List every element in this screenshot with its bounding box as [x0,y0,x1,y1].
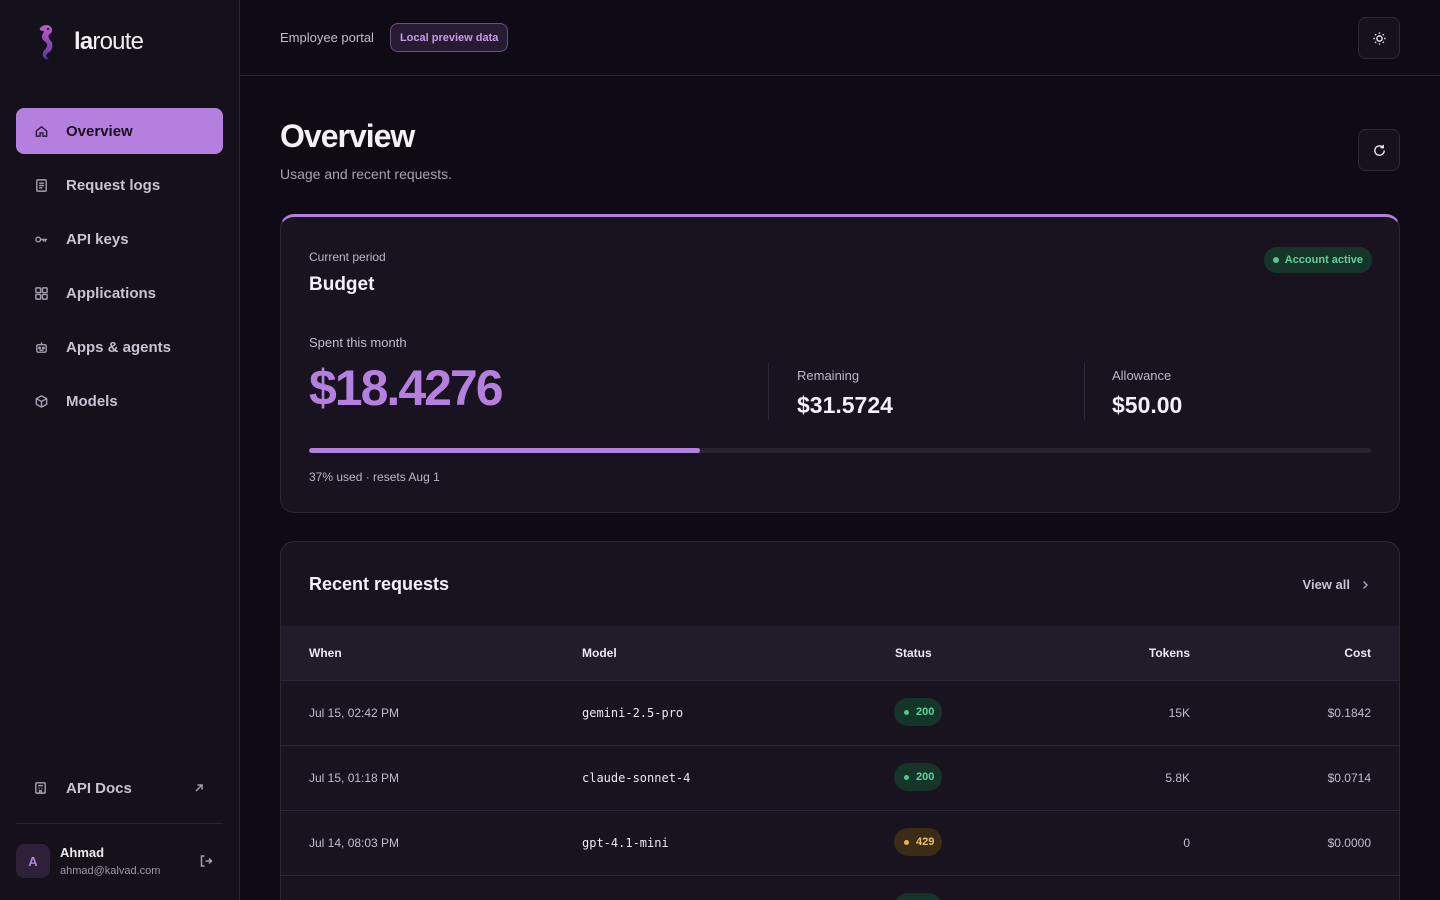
cell-when: Jul 14, 08:03 PM [309,836,400,850]
cell-cost: $0.0000 [1327,836,1371,850]
status-badge: Account active [1263,247,1372,273]
sun-icon [1372,31,1386,45]
cell-model: gpt-4.1-mini [582,836,669,850]
status-badge [894,893,942,900]
theme-toggle-button[interactable] [1358,17,1400,59]
sidebar-divider [16,823,223,824]
spent-label: Spent this month [309,335,407,350]
sidebar-item-label: Request logs [66,176,161,194]
stat-divider [768,363,769,420]
grid-icon [33,285,49,301]
status-badge: 429 [894,828,943,856]
preview-data-badge: Local preview data [389,23,509,52]
refresh-button[interactable] [1358,129,1400,171]
cell-model: claude-sonnet-4 [582,771,691,785]
view-all-link[interactable]: View all [1303,577,1371,592]
key-icon [33,231,49,247]
sidebar: laroute Overview Request logs API keys A… [0,0,240,900]
sidebar-item-overview[interactable]: Overview [16,108,223,154]
cell-tokens: 5.8K [1165,771,1190,785]
column-header-status[interactable]: Status [895,646,932,660]
sidebar-item-label: API keys [66,230,129,248]
chevron-right-icon [1362,580,1369,589]
cell-cost: $0.0714 [1327,771,1371,785]
document-icon [33,177,49,193]
column-header-tokens[interactable]: Tokens [1148,646,1190,660]
cell-tokens: 0 [1183,836,1190,850]
page-subtitle: Usage and recent requests. [280,166,452,182]
cell-cost: $0.1842 [1327,706,1371,720]
budget-card: Current period Budget Account active Spe… [280,214,1400,513]
sidebar-item-applications[interactable]: Applications [16,270,223,316]
user-info: Ahmad ahmad@kalvad.com [60,845,160,877]
sidebar-item-label: Models [66,392,118,410]
table-row[interactable] [281,876,1399,900]
user-profile: A Ahmad ahmad@kalvad.com [16,843,223,879]
table-header: When Model Status Tokens Cost [281,626,1399,681]
sidebar-item-request-logs[interactable]: Request logs [16,162,223,208]
table-row[interactable]: Jul 15, 02:42 PM gemini-2.5-pro 200 15K … [281,681,1399,746]
allowance-value: $50.00 [1112,392,1183,418]
status-badge: 200 [894,698,943,726]
portal-label: Employee portal [280,30,374,45]
column-header-model[interactable]: Model [582,646,617,660]
column-header-cost[interactable]: Cost [1344,646,1371,660]
sidebar-item-api-keys[interactable]: API keys [16,216,223,262]
cell-model: gemini-2.5-pro [582,706,684,720]
refresh-icon [1373,144,1385,156]
budget-progress-fill [309,448,701,453]
cell-when: Jul 15, 01:18 PM [309,771,400,785]
sidebar-item-label: Applications [66,284,157,302]
home-icon [33,123,49,139]
sidebar-nav: Overview Request logs API keys Applicati… [16,108,223,432]
sidebar-item-label: Overview [66,122,133,140]
sidebar-item-models[interactable]: Models [16,378,223,424]
sidebar-item-label: Apps & agents [66,338,172,356]
spent-value: $18.4276 [309,360,504,416]
building-icon [33,780,49,796]
period-label: Current period [309,250,386,264]
robot-icon [33,339,49,355]
budget-progress-bar [309,448,1371,453]
topbar: Employee portal Local preview data [240,0,1440,76]
logout-icon[interactable] [199,854,213,868]
sidebar-item-apps-agents[interactable]: Apps & agents [16,324,223,370]
status-badge: 200 [894,763,943,791]
user-email: ahmad@kalvad.com [60,865,161,877]
cube-icon [33,393,49,409]
brand-logo[interactable]: laroute [32,22,144,62]
page-title: Overview [280,118,415,154]
external-link-icon [193,782,205,794]
cell-tokens: 15K [1168,706,1190,720]
table-row[interactable]: Jul 14, 08:03 PM gpt-4.1-mini 429 0 $0.0… [281,811,1399,876]
table-row[interactable]: Jul 15, 01:18 PM claude-sonnet-4 200 5.8… [281,746,1399,811]
remaining-value: $31.5724 [797,392,893,418]
recent-requests-card: Recent requests View all When Model Stat… [280,541,1400,900]
allowance-label: Allowance [1112,368,1172,383]
api-docs-label: API Docs [66,779,132,797]
budget-title: Budget [309,274,375,295]
user-name: Ahmad [60,845,105,860]
recent-requests-title: Recent requests [309,574,450,594]
stat-divider [1084,363,1085,420]
remaining-label: Remaining [797,368,860,383]
sidebar-item-api-docs[interactable]: API Docs [16,765,223,811]
column-header-when[interactable]: When [309,646,342,660]
cell-when: Jul 15, 02:42 PM [309,706,400,720]
seahorse-logo-icon [39,25,53,60]
avatar[interactable]: A [16,844,50,878]
brand-name: laroute [74,28,144,55]
progress-note: 37% used · resets Aug 1 [309,470,440,484]
view-all-label: View all [1302,577,1350,592]
